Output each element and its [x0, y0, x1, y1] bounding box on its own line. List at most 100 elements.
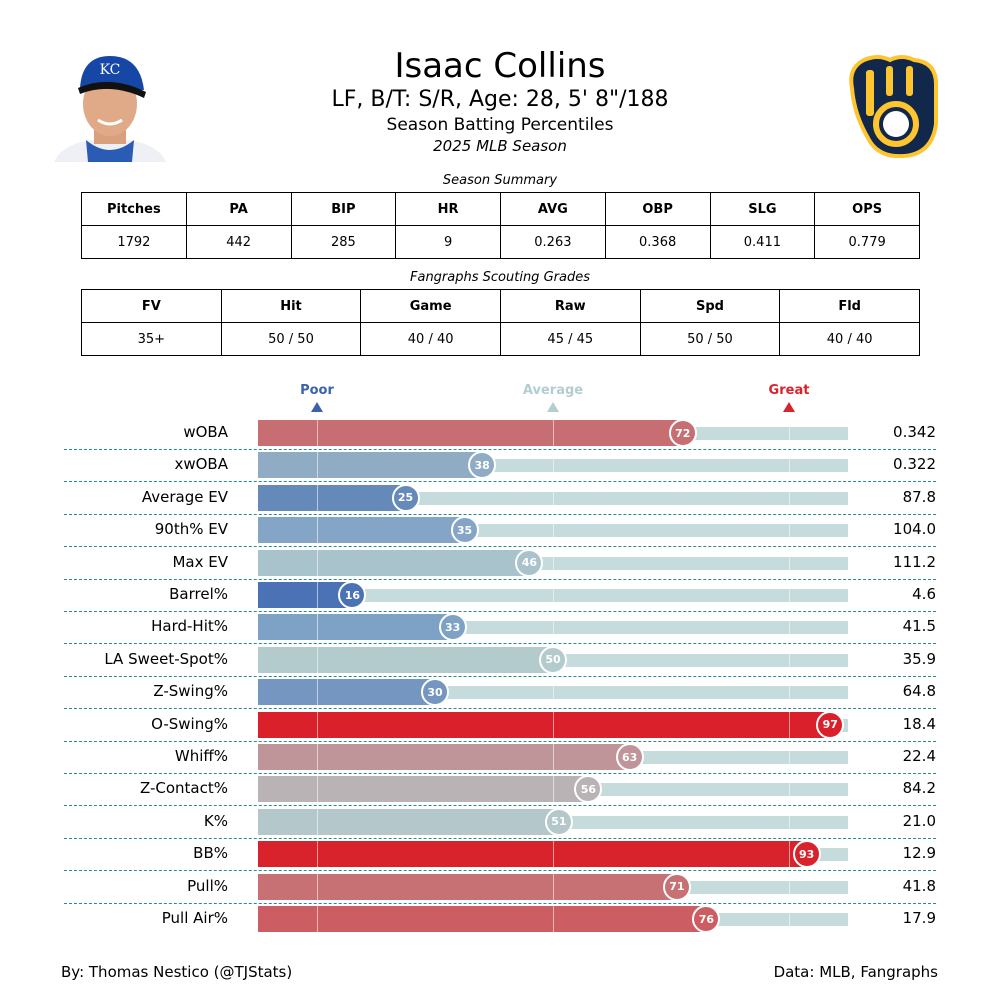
- bar-fill: [258, 549, 530, 576]
- marker-gridline: [317, 679, 318, 706]
- marker-label-poor: Poor: [300, 383, 334, 398]
- row-separator: [64, 643, 936, 645]
- scouting-caption: Fangraphs Scouting Grades: [410, 270, 590, 285]
- percentile-badge: 71: [662, 872, 691, 901]
- percentile-badge: 76: [692, 905, 721, 933]
- season-summary-table: Pitches PA BIP HR AVG OBP SLG OPS 1792 442 285 9 0.2…: [81, 192, 920, 259]
- marker-gridline: [789, 744, 790, 770]
- bar-label: BB%: [193, 844, 228, 863]
- svg-text:KC: KC: [100, 62, 121, 78]
- player-name: Isaac Collins: [394, 46, 606, 86]
- bar-fill: [258, 744, 630, 770]
- marker-gridline: [317, 646, 318, 673]
- bar-label: Barrel%: [169, 585, 228, 603]
- marker-gridline: [553, 873, 554, 900]
- bar-label: Pull%: [187, 876, 228, 895]
- marker-gridline: [553, 906, 554, 932]
- percentile-badge: 33: [438, 613, 467, 642]
- table-header: HR: [395, 192, 501, 226]
- marker-gridline: [553, 614, 554, 641]
- player-headshot: KC: [54, 56, 166, 162]
- row-separator: [64, 902, 936, 904]
- bar-fill: [258, 420, 683, 446]
- marker-gridline: [789, 679, 790, 706]
- table-cell: 0.779: [814, 225, 920, 259]
- row-separator: [64, 578, 936, 580]
- table-header: BIP: [290, 192, 397, 226]
- marker-gridline: [553, 841, 554, 868]
- table-cell: 0.368: [604, 225, 711, 259]
- marker-gridline: [789, 808, 790, 835]
- table-cell: 35+: [81, 322, 222, 356]
- footer-source: Data: MLB, Fangraphs: [773, 963, 938, 981]
- marker-gridline: [789, 484, 790, 511]
- chart-subtitle: Season Batting Percentiles: [386, 115, 614, 135]
- table-cell: 50 / 50: [220, 322, 362, 356]
- marker-gridline: [553, 484, 554, 511]
- scouting-grades-table: FV Hit Game Raw Spd Fld 35+ 50 / 50 40 / 40 45 / …: [81, 289, 920, 356]
- stat-value: 17.9: [902, 909, 936, 927]
- stat-value: 0.342: [893, 423, 936, 441]
- stat-value: 84.2: [902, 779, 936, 798]
- percentile-badge: 51: [544, 807, 573, 836]
- row-separator: [64, 740, 936, 742]
- bar-label: Max EV: [172, 552, 228, 571]
- marker-gridline: [317, 906, 318, 932]
- marker-gridline: [317, 614, 318, 641]
- bar-fill: [258, 452, 483, 479]
- player-bio: LF, B/T: S/R, Age: 28, 5' 8"/188: [331, 87, 669, 112]
- stat-value: 18.4: [902, 714, 936, 733]
- marker-gridline: [789, 646, 790, 673]
- table-cell: 40 / 40: [779, 322, 920, 356]
- table-header: Raw: [499, 289, 641, 323]
- stat-value: 22.4: [902, 747, 936, 765]
- row-separator: [64, 870, 936, 872]
- table-header: Hit: [220, 289, 362, 323]
- percentile-badge: 38: [468, 451, 497, 480]
- team-logo: [849, 55, 938, 158]
- bar-label: O-Swing%: [151, 714, 228, 733]
- bar-fill: [258, 808, 559, 835]
- table-header: AVG: [500, 192, 606, 226]
- row-separator: [64, 546, 936, 548]
- marker-gridline: [789, 906, 790, 932]
- marker-gridline: [553, 776, 554, 803]
- marker-gridline: [553, 679, 554, 706]
- bar-label: Pull Air%: [161, 909, 228, 927]
- marker-label-great: Great: [768, 383, 810, 398]
- table-header: PA: [185, 192, 292, 226]
- bar-fill: [258, 841, 807, 868]
- marker-gridline: [789, 841, 790, 868]
- bar-fill: [258, 873, 677, 900]
- bar-label: Whiff%: [174, 747, 228, 765]
- row-separator: [64, 611, 936, 612]
- row-separator: [64, 675, 936, 677]
- table-cell: 40 / 40: [360, 322, 501, 356]
- marker-gridline: [789, 549, 790, 576]
- marker-gridline: [789, 420, 790, 446]
- marker-gridline: [317, 711, 318, 738]
- bar-label: Hard-Hit%: [151, 617, 228, 636]
- marker-gridline: [789, 873, 790, 900]
- table-header: OBP: [604, 192, 711, 226]
- percentile-badge: 35: [450, 516, 479, 545]
- table-header: Game: [360, 289, 501, 323]
- marker-gridline: [553, 420, 554, 446]
- percentile-badge: 93: [792, 840, 821, 869]
- row-separator: [64, 773, 936, 774]
- marker-gridline: [789, 776, 790, 803]
- percentile-badge: 16: [338, 581, 367, 609]
- marker-gridline: [553, 517, 554, 544]
- marker-gridline: [789, 711, 790, 738]
- bar-fill: [258, 582, 353, 608]
- bar-fill: [258, 679, 435, 706]
- bar-label: Z-Contact%: [139, 779, 228, 798]
- marker-gridline: [317, 484, 318, 511]
- marker-triangle: [783, 402, 795, 412]
- table-header: FV: [81, 289, 222, 323]
- row-separator: [64, 837, 936, 839]
- table-header: Fld: [779, 289, 920, 323]
- marker-gridline: [553, 452, 554, 479]
- marker-label-average: Average: [522, 383, 584, 398]
